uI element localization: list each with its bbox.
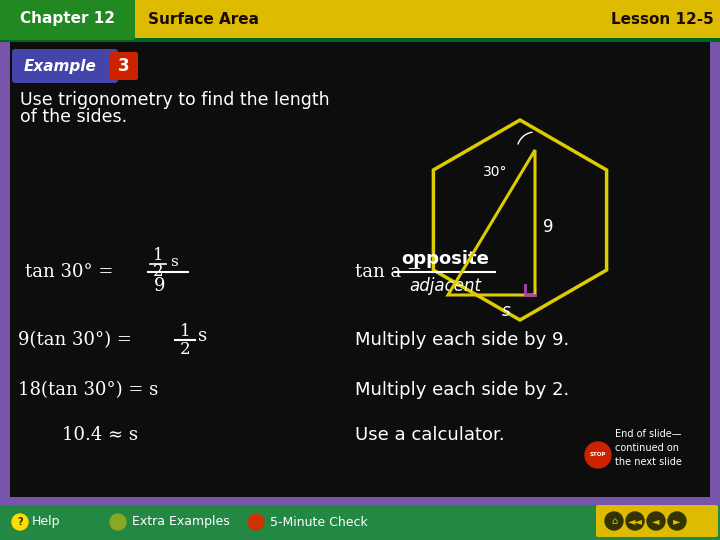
Text: opposite: opposite [401,250,489,268]
Text: ⌂: ⌂ [611,516,617,526]
FancyBboxPatch shape [110,52,138,80]
Circle shape [248,514,264,530]
Text: Chapter 12: Chapter 12 [19,11,114,26]
Text: 3: 3 [118,57,130,75]
Text: 1: 1 [153,247,163,265]
Text: s: s [199,327,207,345]
Text: 1: 1 [180,323,190,341]
Text: Extra Examples: Extra Examples [132,516,230,529]
FancyBboxPatch shape [0,0,135,40]
Bar [0,497,720,505]
Circle shape [647,512,665,530]
Circle shape [626,512,644,530]
Bar [0,37,720,42]
Circle shape [110,514,126,530]
Text: s: s [170,255,178,269]
Text: End of slide—
continued on
the next slide: End of slide— continued on the next slid… [615,429,682,467]
FancyBboxPatch shape [596,505,718,537]
Text: 30°: 30° [483,165,508,179]
Text: Use trigonometry to find the length: Use trigonometry to find the length [20,91,330,109]
Text: Surface Area: Surface Area [148,11,259,26]
Circle shape [585,442,611,468]
Text: 2: 2 [180,341,190,359]
Circle shape [605,512,623,530]
Text: Multiply each side by 2.: Multiply each side by 2. [355,381,570,399]
Text: STOP: STOP [590,453,606,457]
Text: ►: ► [673,516,680,526]
Bar [0,42,10,500]
Bar [0,505,720,540]
Text: 2: 2 [153,262,163,280]
Text: s: s [502,302,510,320]
Circle shape [668,512,686,530]
Text: 5-Minute Check: 5-Minute Check [270,516,368,529]
Bar [0,0,720,38]
Text: adjacent: adjacent [409,277,481,295]
Text: 9: 9 [154,277,166,295]
Text: 10.4 ≈ s: 10.4 ≈ s [62,426,138,444]
Text: Multiply each side by 9.: Multiply each side by 9. [355,331,570,349]
Text: ◄: ◄ [652,516,660,526]
Text: Use a calculator.: Use a calculator. [355,426,505,444]
Text: tan a =: tan a = [355,263,422,281]
Text: 9(tan 30°) =: 9(tan 30°) = [18,331,132,349]
Text: of the sides.: of the sides. [20,108,127,126]
Text: 18(tan 30°) = s: 18(tan 30°) = s [18,381,158,399]
FancyBboxPatch shape [12,49,118,83]
Text: Help: Help [32,516,60,529]
Bar [710,42,720,500]
Text: tan 30° =: tan 30° = [25,263,113,281]
Text: Example: Example [24,58,96,73]
Text: Lesson 12-5: Lesson 12-5 [611,11,714,26]
Bar [10,42,710,498]
Text: 9: 9 [543,219,554,237]
Circle shape [12,514,28,530]
Text: ?: ? [17,517,23,527]
Text: ◄◄: ◄◄ [628,516,642,526]
